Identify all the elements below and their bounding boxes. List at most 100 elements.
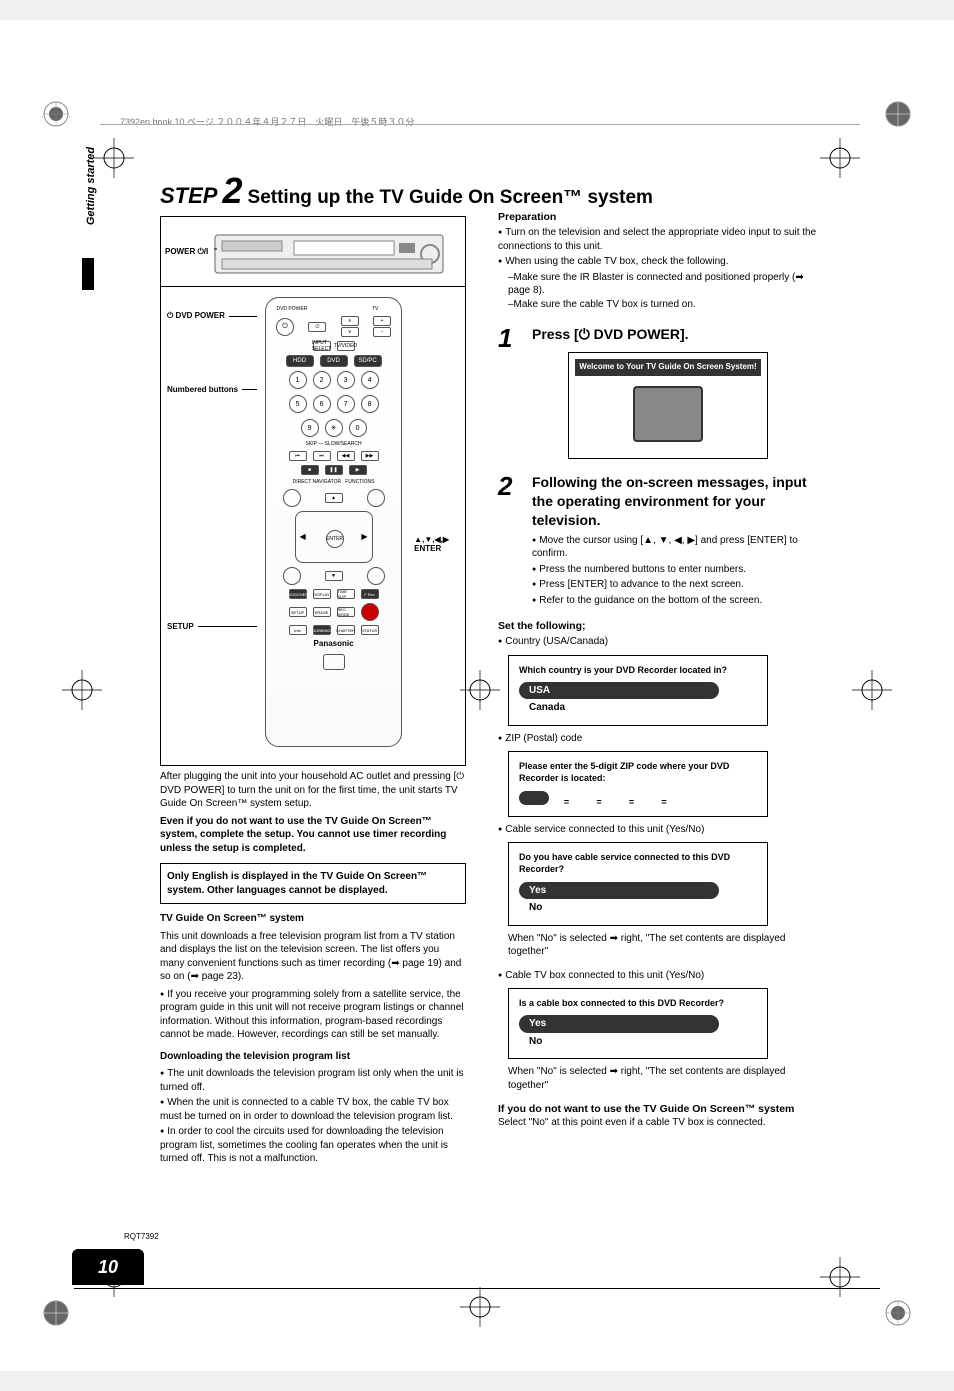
dvd-unit-svg <box>214 225 444 279</box>
corner-mark-tr <box>884 100 912 128</box>
set-zip: ZIP (Postal) code <box>498 732 818 746</box>
step-2: 2 Following the on-screen messages, inpu… <box>498 473 818 609</box>
cablebox-question: Is a cable box connected to this DVD Rec… <box>519 997 757 1009</box>
enter-btn: ENTER <box>326 530 344 548</box>
cable-question: Do you have cable service connected to t… <box>519 851 757 875</box>
num-6: 6 <box>313 395 331 413</box>
cable-dialog: Do you have cable service connected to t… <box>508 842 768 925</box>
emphasis-text: Even if you do not want to use the TV Gu… <box>160 815 466 856</box>
crop-mark <box>460 670 500 710</box>
step2-b3: Press [ENTER] to advance to the next scr… <box>532 578 818 592</box>
set-heading: Set the following; <box>498 619 818 633</box>
cablebox-dialog: Is a cable box connected to this DVD Rec… <box>508 988 768 1059</box>
device-illustration: POWER ⏻/I ⏻ DVD POWER Numbered buttons S… <box>160 216 466 766</box>
prep-sub-1: –Make sure the IR Blaster is connected a… <box>508 271 818 298</box>
zip-digit-1 <box>519 791 549 805</box>
step2-b2: Press the numbered buttons to enter numb… <box>532 563 818 577</box>
footer-line <box>74 1288 880 1289</box>
tv-power-btn: ⏻ <box>308 322 326 332</box>
side-tab: Getting started <box>85 126 97 246</box>
download-heading: Downloading the television program list <box>160 1050 466 1064</box>
corner-mark-tl <box>42 100 70 128</box>
set-country: Country (USA/Canada) <box>498 635 818 649</box>
num-0: 0 <box>349 419 367 437</box>
corner-mark-br <box>884 1299 912 1327</box>
cable-note: When "No" is selected ➡ right, "The set … <box>508 932 818 959</box>
num-1: 1 <box>289 371 307 389</box>
rqt-code: RQT7392 <box>124 1232 159 1241</box>
num-2: 2 <box>313 371 331 389</box>
stop-btn: ■ <box>301 465 319 475</box>
num-5: 5 <box>289 395 307 413</box>
tvg-paragraph: This unit downloads a free television pr… <box>160 930 466 984</box>
remote-left-labels: ⏻ DVD POWER Numbered buttons SETUP <box>167 297 261 747</box>
setup-label: SETUP <box>167 622 194 631</box>
step-2-number: 2 <box>498 473 520 499</box>
num-3: 3 <box>337 371 355 389</box>
dpad: ENTER ◀ ▶ <box>295 511 373 563</box>
numbered-buttons-label: Numbered buttons <box>167 385 238 394</box>
zip-digit-3: = <box>584 796 614 808</box>
progcheck-btn: PROG/CHECK <box>289 589 307 599</box>
crop-mark <box>852 670 892 710</box>
down-arrow-btn: ▼ <box>325 571 343 581</box>
step2-b4: Refer to the guidance on the bottom of t… <box>532 594 818 608</box>
nowant-text: Select "No" at this point even if a cabl… <box>498 1116 818 1130</box>
chapter-btn: CHAPTER <box>337 625 355 635</box>
dvd-power-label: ⏻ DVD POWER <box>167 311 225 321</box>
num-7: 7 <box>337 395 355 413</box>
dubbing-btn: DUBBING <box>313 625 331 635</box>
num-x: ✳ <box>325 419 343 437</box>
welcome-dialog: Welcome to Your TV Guide On Screen Syste… <box>568 352 768 459</box>
zip-digit-2: = <box>552 796 582 808</box>
zip-digit-5: = <box>649 796 679 808</box>
cablebox-note: When "No" is selected ➡ right, "The set … <box>508 1065 818 1092</box>
display-btn: DISPLAY <box>313 589 331 599</box>
up-arrow-btn: ▲ <box>325 493 343 503</box>
cable-no: No <box>519 900 552 915</box>
zip-dialog: Please enter the 5-digit ZIP code where … <box>508 751 768 816</box>
tv-icon <box>323 654 345 670</box>
preparation-heading: Preparation <box>498 210 818 224</box>
prep-bullet-2: When using the cable TV box, check the f… <box>498 255 818 269</box>
hdd-btn: HDD <box>286 355 314 367</box>
title-step: STEP <box>160 183 217 208</box>
dl-bullet-2: When the unit is connected to a cable TV… <box>160 1096 466 1123</box>
page-title: STEP 2 Setting up the TV Guide On Screen… <box>160 170 653 212</box>
rec-btn <box>361 603 379 621</box>
vol-down-btn: − <box>373 327 391 337</box>
num-4: 4 <box>361 371 379 389</box>
play-btn: ▶ <box>349 465 367 475</box>
title-text: Setting up the TV Guide On Screen™ syste… <box>248 187 653 208</box>
left-column: POWER ⏻/I ⏻ DVD POWER Numbered buttons S… <box>160 216 466 1168</box>
crop-mark <box>820 138 860 178</box>
set-cablebox: Cable TV box connected to this unit (Yes… <box>498 969 818 983</box>
info-btn: Info <box>289 625 307 635</box>
book-header: 7392en.book 10 ページ ２００４年４月２７日 火曜日 午後５時３０… <box>120 115 414 128</box>
nowant-heading: If you do not want to use the TV Guide O… <box>498 1102 818 1116</box>
remote-top-right: TV <box>355 306 395 312</box>
status-btn: STATUS <box>361 625 379 635</box>
setup-btn: SETUP <box>289 607 307 617</box>
input-select-btn: INPUT SELECT <box>313 341 331 351</box>
dl-bullet-3: In order to cool the circuits used for d… <box>160 1125 466 1166</box>
left-text: After plugging the unit into your househ… <box>160 770 466 1166</box>
country-dialog: Which country is your DVD Recorder locat… <box>508 655 768 726</box>
ch-down-btn: ∨ <box>341 327 359 337</box>
dl-bullet-1: The unit downloads the television progra… <box>160 1067 466 1094</box>
after-plug-text: After plugging the unit into your househ… <box>160 770 466 811</box>
fn-label: FUNCTIONS <box>345 479 374 485</box>
num-8: 8 <box>361 395 379 413</box>
ffwd-btn: ▶▶ <box>361 451 379 461</box>
right-column: Preparation Turn on the television and s… <box>498 210 818 1130</box>
arrows-enter-label: ▲,▼,◀,▶ ENTER <box>414 535 459 553</box>
tv-video-btn: TV/VIDEO <box>337 341 355 351</box>
vol-up-btn: + <box>373 316 391 326</box>
prep-sub-2: –Make sure the cable TV box is turned on… <box>508 298 818 312</box>
title-number: 2 <box>222 170 242 211</box>
cablebox-yes: Yes <box>519 1015 719 1033</box>
ret-btn <box>367 567 385 585</box>
remote-right-labels: ▲,▼,◀,▶ ENTER <box>406 297 459 747</box>
dvd-unit-illustration: POWER ⏻/I <box>161 217 465 287</box>
country-question: Which country is your DVD Recorder locat… <box>519 664 757 676</box>
